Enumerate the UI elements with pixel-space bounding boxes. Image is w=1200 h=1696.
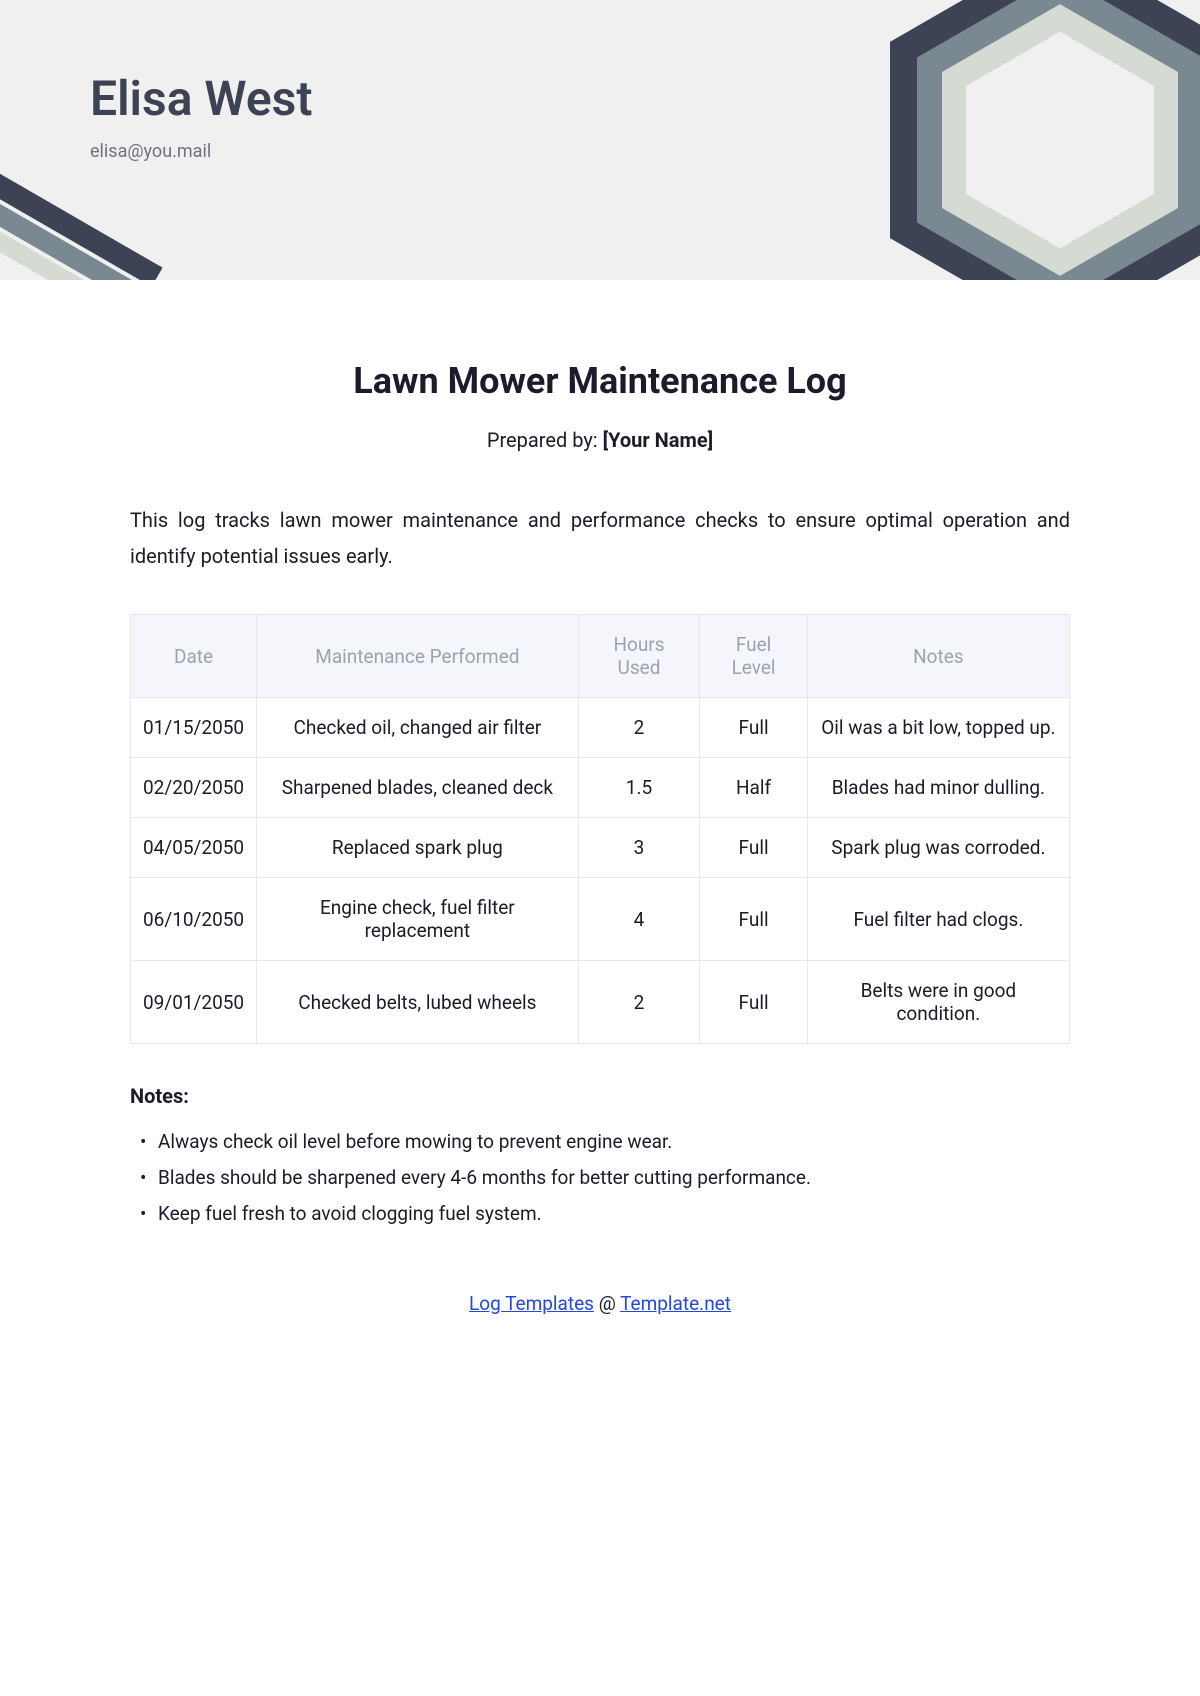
column-header: Hours Used: [578, 615, 700, 698]
table-row: 01/15/2050Checked oil, changed air filte…: [131, 698, 1070, 758]
table-cell: 04/05/2050: [131, 818, 257, 878]
document-title: Lawn Mower Maintenance Log: [130, 360, 1070, 402]
table-row: 04/05/2050Replaced spark plug3FullSpark …: [131, 818, 1070, 878]
table-cell: Belts were in good condition.: [807, 961, 1069, 1044]
table-row: 09/01/2050Checked belts, lubed wheels2Fu…: [131, 961, 1070, 1044]
prepared-by-label: Prepared by:: [487, 428, 603, 452]
table-cell: 2: [578, 961, 700, 1044]
table-row: 02/20/2050Sharpened blades, cleaned deck…: [131, 758, 1070, 818]
table-cell: 09/01/2050: [131, 961, 257, 1044]
maintenance-table: Date Maintenance Performed Hours Used Fu…: [130, 614, 1070, 1044]
footer-separator: @: [594, 1292, 620, 1315]
table-cell: Replaced spark plug: [257, 818, 579, 878]
table-row: 06/10/2050Engine check, fuel filter repl…: [131, 878, 1070, 961]
table-cell: 4: [578, 878, 700, 961]
header-content: Elisa West elisa@you.mail: [90, 70, 312, 162]
notes-item: Blades should be sharpened every 4-6 mon…: [140, 1160, 1070, 1196]
table-cell: Checked belts, lubed wheels: [257, 961, 579, 1044]
table-cell: Sharpened blades, cleaned deck: [257, 758, 579, 818]
decoration-top-right: [860, 0, 1200, 280]
footer: Log Templates @ Template.net: [130, 1292, 1070, 1315]
prepared-by-line: Prepared by: [Your Name]: [130, 428, 1070, 452]
table-cell: 2: [578, 698, 700, 758]
table-cell: Blades had minor dulling.: [807, 758, 1069, 818]
notes-heading: Notes:: [130, 1084, 1070, 1108]
table-cell: Engine check, fuel filter replacement: [257, 878, 579, 961]
footer-link-log-templates[interactable]: Log Templates: [469, 1292, 594, 1315]
author-email: elisa@you.mail: [90, 141, 312, 162]
table-cell: Oil was a bit low, topped up.: [807, 698, 1069, 758]
header-background: Elisa West elisa@you.mail: [0, 0, 1200, 280]
column-header: Notes: [807, 615, 1069, 698]
table-cell: Checked oil, changed air filter: [257, 698, 579, 758]
table-cell: Full: [700, 818, 807, 878]
table-cell: 02/20/2050: [131, 758, 257, 818]
notes-item: Always check oil level before mowing to …: [140, 1124, 1070, 1160]
column-header: Date: [131, 615, 257, 698]
table-cell: Full: [700, 698, 807, 758]
column-header: Maintenance Performed: [257, 615, 579, 698]
intro-paragraph: This log tracks lawn mower maintenance a…: [130, 502, 1070, 574]
table-cell: Fuel filter had clogs.: [807, 878, 1069, 961]
table-header-row: Date Maintenance Performed Hours Used Fu…: [131, 615, 1070, 698]
document-content: Lawn Mower Maintenance Log Prepared by: …: [0, 280, 1200, 1355]
prepared-by-name: [Your Name]: [603, 428, 714, 452]
author-name: Elisa West: [90, 70, 312, 127]
notes-item: Keep fuel fresh to avoid clogging fuel s…: [140, 1196, 1070, 1232]
table-cell: Full: [700, 878, 807, 961]
table-cell: Spark plug was corroded.: [807, 818, 1069, 878]
table-cell: Full: [700, 961, 807, 1044]
table-cell: 01/15/2050: [131, 698, 257, 758]
table-cell: Half: [700, 758, 807, 818]
footer-link-template-net[interactable]: Template.net: [620, 1292, 731, 1315]
table-cell: 3: [578, 818, 700, 878]
notes-list: Always check oil level before mowing to …: [130, 1124, 1070, 1232]
table-cell: 06/10/2050: [131, 878, 257, 961]
table-cell: 1.5: [578, 758, 700, 818]
column-header: Fuel Level: [700, 615, 807, 698]
